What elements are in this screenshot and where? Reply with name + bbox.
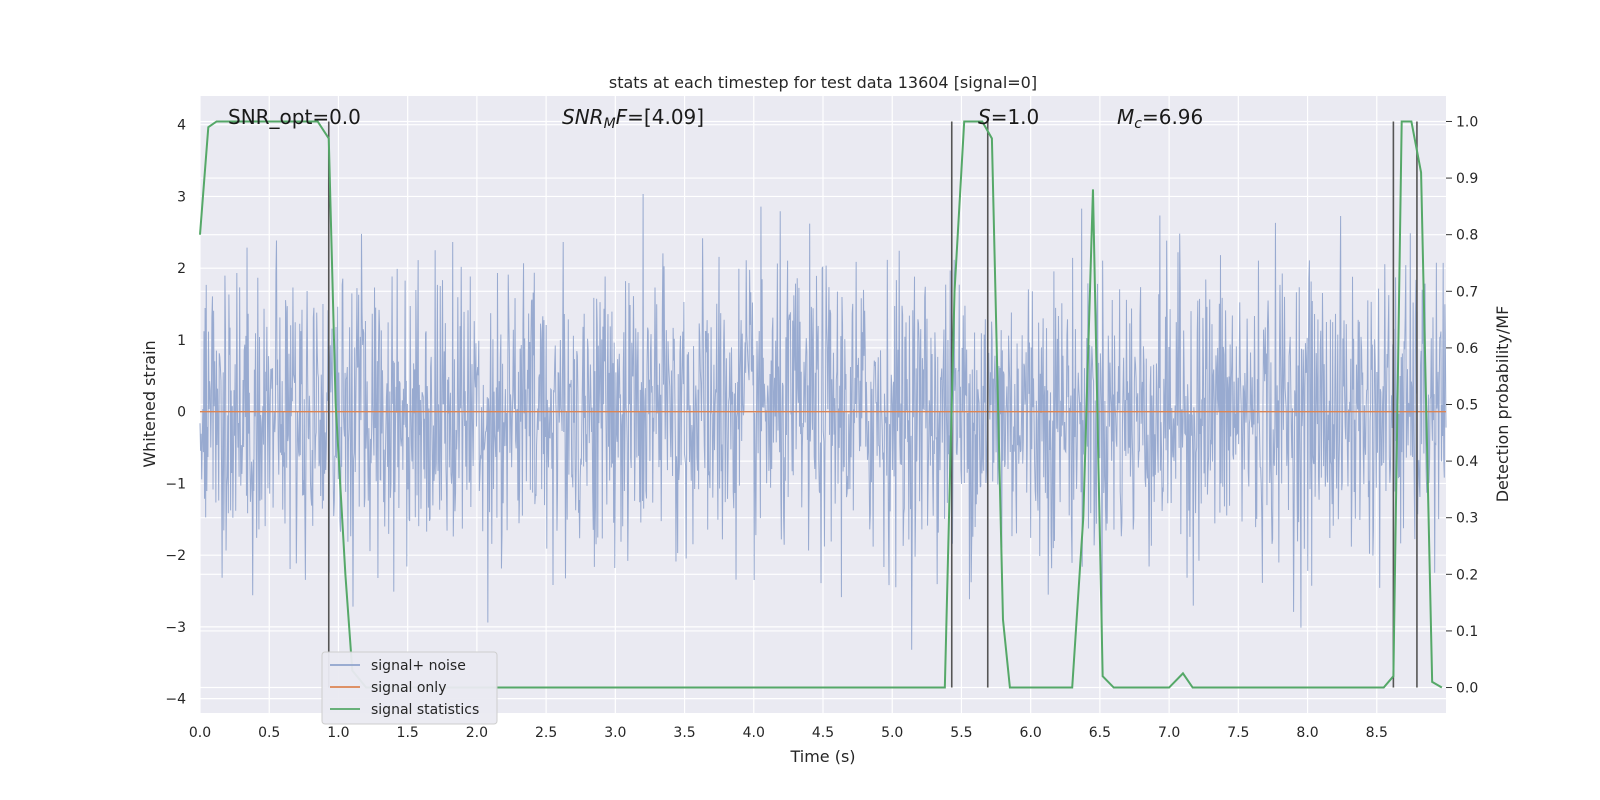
x-axis-label: Time (s) — [789, 747, 855, 766]
y-left-tick-label: −1 — [165, 476, 186, 492]
y-right-tick-label: 0.2 — [1456, 567, 1478, 583]
noise-line — [199, 193, 1447, 655]
y-right-tick-label: 0.9 — [1456, 171, 1478, 187]
y-left-tick-label: 2 — [177, 261, 186, 277]
x-tick-label: 6.0 — [1020, 725, 1042, 741]
legend-label-noise: signal+ noise — [371, 658, 466, 674]
annotation-snr-mf: SNRMF=[4.09] — [562, 105, 704, 132]
x-tick-label: 0.0 — [189, 725, 211, 741]
x-tick-label: 8.5 — [1366, 725, 1388, 741]
x-tick-label: 0.5 — [258, 725, 280, 741]
annotation-snr-opt: SNR_opt=0.0 — [228, 105, 361, 129]
x-tick-label: 4.0 — [743, 725, 765, 741]
x-tick-labels: 0.0 0.5 1.0 1.5 2.0 2.5 3.0 3.5 4.0 4.5 5.0 5.5 6.0 6… — [189, 725, 1388, 741]
y-right-tick-label: 0.7 — [1456, 284, 1478, 300]
x-tick-label: 1.5 — [397, 725, 419, 741]
statistics-line — [199, 120, 1443, 689]
legend-label-signal-only: signal only — [371, 680, 446, 696]
chart-title: stats at each timestep for test data 136… — [609, 73, 1037, 92]
x-tick-label: 6.5 — [1089, 725, 1111, 741]
y-left-tick-labels: 4 3 2 1 0 −1 −2 −3 −4 — [165, 118, 186, 708]
y-right-tick-label: 0.4 — [1456, 454, 1478, 470]
y-right-tick-label: 0.3 — [1456, 511, 1478, 527]
noise-series — [199, 193, 1447, 655]
x-tick-label: 1.0 — [327, 725, 349, 741]
y-axis-label-left: Whitened strain — [140, 340, 159, 467]
statistics-series — [199, 120, 1443, 689]
y-left-tick-label: 1 — [177, 333, 186, 349]
y-right-tick-label: 0.5 — [1456, 398, 1478, 414]
x-tick-label: 7.0 — [1158, 725, 1180, 741]
legend-label-statistics: signal statistics — [371, 702, 479, 718]
x-tick-label: 3.0 — [604, 725, 626, 741]
y-right-tick-label: 0.0 — [1456, 681, 1478, 697]
y-left-tick-label: −2 — [165, 548, 186, 564]
y-right-tick-label: 0.8 — [1456, 228, 1478, 244]
x-tick-label: 5.5 — [950, 725, 972, 741]
x-tick-label: 4.5 — [812, 725, 834, 741]
x-tick-label: 7.5 — [1227, 725, 1249, 741]
x-tick-label: 2.0 — [466, 725, 488, 741]
y-left-tick-label: 0 — [177, 405, 186, 421]
x-tick-label: 3.5 — [673, 725, 695, 741]
y-left-tick-label: 3 — [177, 189, 186, 205]
legend-box — [321, 651, 498, 725]
y-right-tick-label: 0.6 — [1456, 341, 1478, 357]
x-tick-label: 8.0 — [1296, 725, 1318, 741]
y-axis-label-right: Detection probability/MF — [1493, 306, 1512, 503]
x-tick-label: 2.5 — [535, 725, 557, 741]
legend: signal+ noise signal only signal statist… — [321, 651, 498, 725]
y-right-tick-labels: 1.0 0.9 0.8 0.7 0.6 0.5 0.4 0.3 0.2 0.1 0.0 — [1446, 114, 1478, 697]
y-right-tick-label: 1.0 — [1456, 114, 1478, 130]
y-left-tick-label: −4 — [165, 692, 186, 708]
annotation-s: S=1.0 — [978, 105, 1039, 129]
y-left-tick-label: −3 — [165, 620, 186, 636]
y-right-tick-label: 0.1 — [1456, 624, 1478, 640]
x-tick-label: 5.0 — [881, 725, 903, 741]
y-left-tick-label: 4 — [177, 118, 186, 134]
annotation-mc: Mc=6.96 — [1117, 105, 1203, 132]
